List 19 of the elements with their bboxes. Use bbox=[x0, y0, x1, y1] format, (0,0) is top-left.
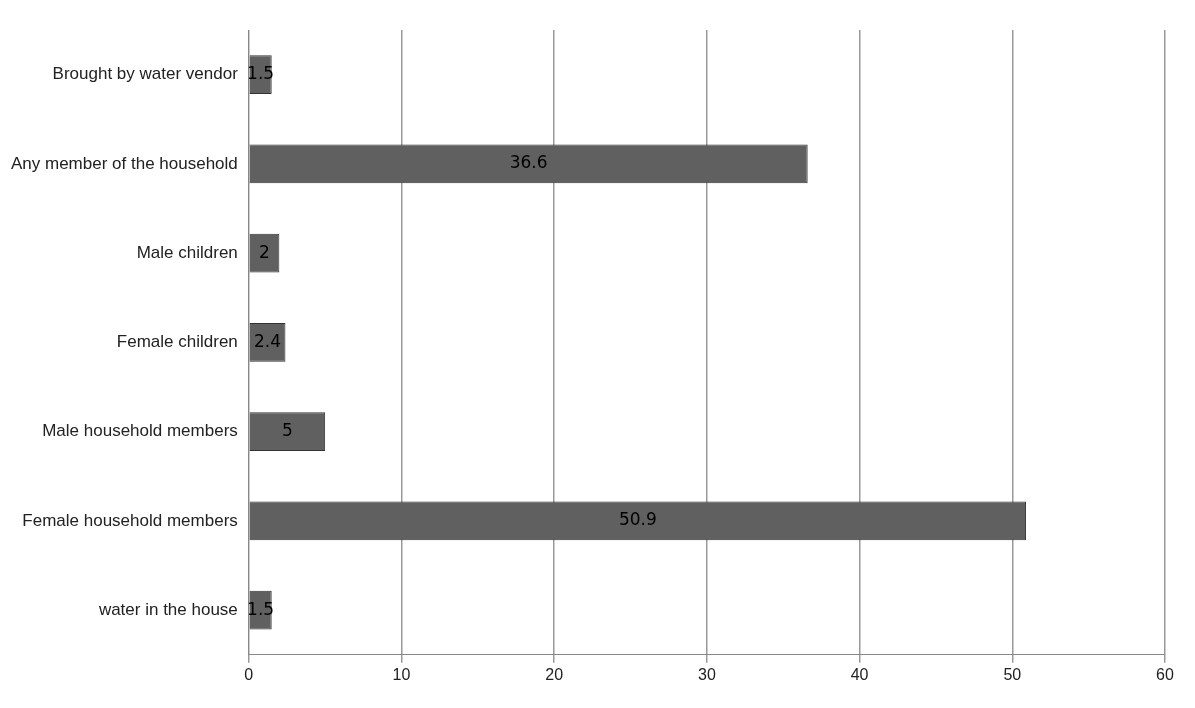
x-tick-label: 20 bbox=[545, 665, 564, 683]
y-tick-label: Male household members bbox=[42, 421, 238, 441]
data-label: 2.4 bbox=[253, 330, 282, 351]
data-label: 5 bbox=[281, 420, 293, 441]
data-label: 2 bbox=[259, 241, 270, 262]
x-tick-label: 0 bbox=[244, 665, 254, 683]
x-tick-label: 30 bbox=[698, 665, 716, 683]
y-tick-label: Female children bbox=[116, 332, 238, 352]
x-tick-label: 50 bbox=[1003, 665, 1022, 683]
y-tick-label: Any member of the household bbox=[10, 153, 238, 173]
x-tick-label: 10 bbox=[392, 665, 411, 683]
x-tick-label: 40 bbox=[850, 665, 869, 683]
y-tick-label: Brought by water vendor bbox=[52, 64, 239, 84]
data-label: 36.6 bbox=[509, 152, 548, 173]
data-label: 50.9 bbox=[618, 509, 657, 530]
x-tick-label: 60 bbox=[1156, 665, 1174, 683]
y-tick-label: water in the house bbox=[97, 599, 238, 619]
y-tick-label: Female household members bbox=[22, 510, 238, 530]
y-tick-label: Male children bbox=[136, 242, 238, 262]
